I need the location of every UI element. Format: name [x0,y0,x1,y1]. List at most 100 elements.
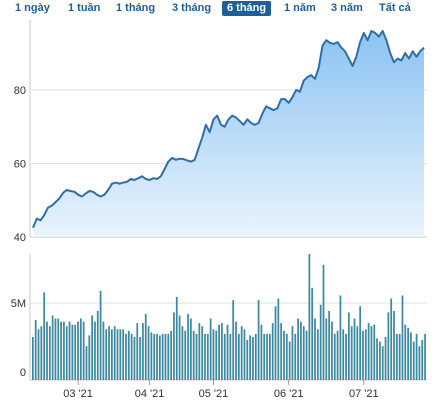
volume-bar [235,321,237,380]
volume-bar [370,326,373,380]
volume-bar [410,332,412,380]
x-tick-label: 04 '21 [135,388,165,400]
volume-bar [319,304,322,380]
volume-bar [127,330,130,380]
volume-bar [246,340,249,380]
range-1-year[interactable]: 1 năm [284,2,316,14]
volume-bar [294,333,297,380]
volume-bar [218,324,220,380]
range-1-month[interactable]: 1 tháng [116,2,156,14]
volume-bar [381,346,384,380]
x-tick-label: 05 '21 [199,388,229,400]
volume-tick-label: 0 [20,367,26,379]
volume-bar [240,326,243,380]
volume-bar [40,326,43,380]
x-tick-label: 03 '21 [63,388,93,400]
range-selector: 1 ngày 1 tuần 1 tháng 3 tháng 6 tháng 1 … [0,0,435,18]
volume-bar [322,264,325,380]
volume-bar [398,333,401,380]
x-tick-label: 06 '21 [274,388,304,400]
volume-bar [232,300,235,380]
range-3-months[interactable]: 3 tháng [172,2,212,14]
volume-bar [269,333,271,380]
volume-bar [192,330,195,380]
volume-bar [195,333,198,380]
volume-bar [359,306,362,380]
range-3-years[interactable]: 3 năm [331,2,363,14]
range-1-day[interactable]: 1 ngày [15,2,50,14]
volume-bar [311,287,314,380]
volume-bar [331,321,333,380]
volume-bar [212,329,215,380]
volume-bar [395,333,398,380]
volume-bar [367,323,370,380]
volume-bar [139,337,141,380]
range-1-week[interactable]: 1 tuần [68,2,101,14]
volume-bar [85,346,88,380]
volume-bar [328,310,330,380]
volume-tick-label: 5M [11,298,26,310]
volume-bar [68,321,71,380]
volume-bar [223,333,226,380]
volume-bar [108,326,110,380]
volume-panel: 0 5M [11,254,427,381]
volume-bar [316,329,319,380]
volume-bar [167,333,170,380]
volume-bar [379,341,381,380]
volume-bar [421,340,424,380]
volume-bar [136,323,139,380]
volume-bar [201,326,204,380]
volume-bar [229,333,232,380]
volume-bar [345,333,347,380]
volume-bar [376,338,378,380]
volume-bar [424,333,426,380]
volume-bar [285,333,288,380]
volume-bar [226,324,229,380]
volume-bar [390,298,393,380]
volume-bar [297,318,299,380]
volume-bar [206,333,209,380]
volume-bar [51,315,54,380]
volume-bar [48,326,51,380]
volume-bar [339,295,342,380]
volume-bar [125,333,127,380]
volume-bar [133,337,136,380]
volume-bar [111,329,113,380]
volume-bar [57,318,60,380]
volume-bar [119,329,122,380]
volume-bar [221,323,223,380]
volume-bar [353,318,356,380]
volume-bar [401,295,404,380]
volume-bar [209,318,212,380]
volume-bar [254,333,257,380]
volume-bar [184,330,187,380]
x-axis: 03 '21 04 '21 05 '21 06 '21 07 '21 [63,380,379,400]
volume-bar [46,321,48,380]
volume-bar [198,323,201,380]
volume-bar [82,321,85,380]
volume-bar [63,321,65,380]
price-area [33,31,424,237]
price-line [32,30,425,229]
volume-bar [314,318,316,380]
volume-bar [147,326,150,380]
volume-bar [74,324,77,380]
volume-bar [407,327,409,380]
volume-bar [373,324,376,380]
volume-bar [277,298,280,380]
volume-bar [249,335,251,380]
range-all[interactable]: Tất cả [379,2,411,14]
price-panel: 40 60 80 [14,20,427,244]
volume-bar [96,310,99,380]
volume-bar [175,297,178,380]
volume-bar [105,329,108,380]
volume-bar [181,326,184,380]
volume-bar [418,346,421,380]
volume-bar [404,324,407,380]
range-6-months[interactable]: 6 tháng [222,1,272,16]
volume-bar [37,329,40,380]
volume-bar [387,312,390,380]
volume-bar [142,323,144,380]
volume-bar [164,333,167,380]
price-tick-label: 80 [14,85,26,97]
